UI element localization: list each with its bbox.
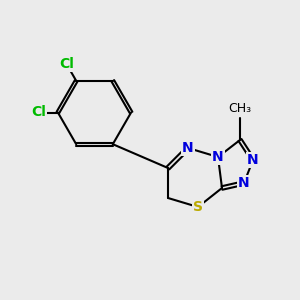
Text: Cl: Cl	[31, 106, 46, 119]
Text: S: S	[193, 200, 203, 214]
Text: N: N	[238, 176, 250, 190]
Text: N: N	[212, 150, 224, 164]
Text: N: N	[182, 141, 194, 155]
Text: CH₃: CH₃	[228, 102, 252, 115]
Text: Cl: Cl	[59, 57, 74, 71]
Text: N: N	[247, 153, 259, 167]
